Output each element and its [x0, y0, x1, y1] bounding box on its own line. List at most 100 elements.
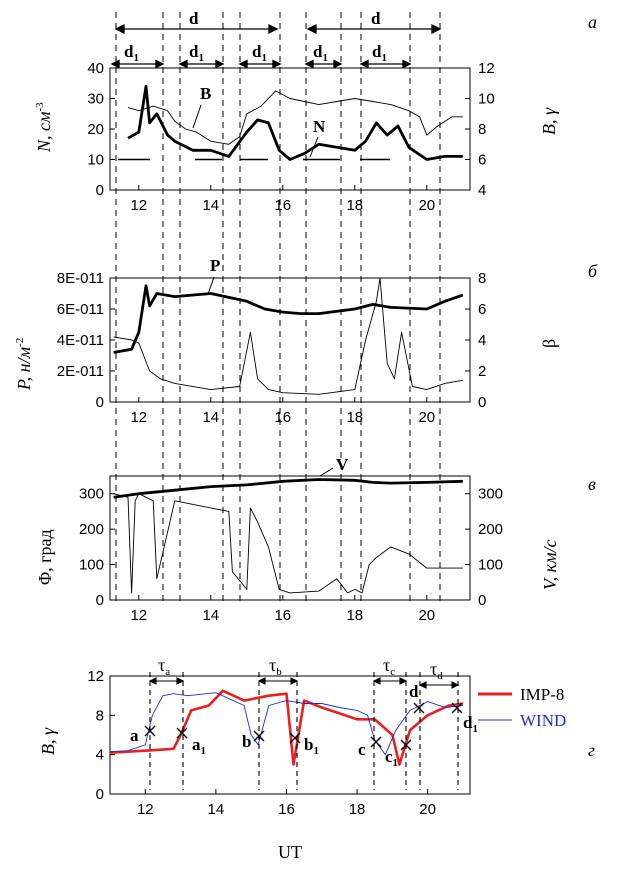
axis-label-P: P, н/м-2	[14, 338, 34, 391]
axis-label-beta: β	[539, 339, 559, 348]
marker-P-pointer	[207, 276, 215, 295]
x-tick-label: 12	[130, 607, 147, 624]
panel-б: 12 14 16 18 20 0 2E-011 4E-011 6E-011 8E-011 0 2 4 6 8	[57, 270, 487, 426]
label-d1-1: d1	[124, 42, 139, 64]
y-tick-label-right: 10	[478, 91, 495, 108]
y-tick-label-left: 6E-011	[57, 301, 104, 318]
axis-label-V: V, км/с	[540, 539, 560, 590]
y-tick-label-right: 0	[478, 394, 486, 411]
d1-labels: d1 d1 d1 d1 d1	[124, 42, 387, 64]
y-tick-label-left: 300	[79, 486, 104, 503]
tau-b-label: τb	[269, 655, 282, 678]
y-tick-label-left: 40	[87, 60, 104, 77]
marker-V-pointer	[319, 467, 334, 477]
point-c1: c1	[385, 747, 398, 769]
y-tick-label-left: 10	[87, 152, 104, 169]
point-d: d	[409, 682, 419, 701]
y-tick-label-left: 30	[87, 91, 104, 108]
y-tick-label-right: 4	[478, 182, 486, 199]
x-tick-label: 16	[274, 197, 291, 214]
axis-label-Bg: B, γ	[38, 727, 58, 755]
label-d-right: d	[371, 9, 381, 28]
tau-d-label: τd	[430, 659, 443, 682]
y-tick-label-left: 200	[79, 521, 104, 538]
plot-frame	[109, 277, 471, 403]
y-tick-label-left: 0	[96, 182, 104, 199]
panel-letter-v: в	[588, 474, 596, 494]
y-tick-label-right: 0	[478, 592, 486, 609]
axis-label-phi: Φ, град	[35, 529, 55, 585]
x-tick-label: 20	[418, 409, 435, 426]
y-tick-label-left: 20	[87, 121, 104, 138]
y-tick-label-right: 12	[478, 60, 495, 77]
x-tick-label: 14	[202, 197, 219, 214]
x-tick-label: 20	[418, 197, 435, 214]
y-tick-label-left: 4E-011	[57, 332, 104, 349]
y-tick-label-right: 300	[478, 486, 503, 503]
legend-label-imp8: IMP-8	[520, 685, 564, 704]
x-tick-label: 18	[346, 607, 363, 624]
marker-N: N	[313, 117, 326, 136]
tau-c-label: τc	[383, 655, 395, 678]
x-tick-label: 16	[278, 801, 295, 818]
y-tick-label-left: 8E-011	[57, 270, 104, 287]
x-tick-label: 20	[418, 607, 435, 624]
x-tick-label: 12	[137, 801, 154, 818]
x-tick-label: 16	[274, 607, 291, 624]
x-tick-label: 18	[346, 409, 363, 426]
point-c: c	[358, 740, 366, 759]
axis-label-B: B, γ	[539, 107, 559, 135]
tau-brackets	[148, 672, 460, 790]
legend-label-wind: WIND	[520, 711, 566, 730]
x-tick-label: 14	[202, 607, 219, 624]
series-line-b	[127, 90, 463, 145]
y-tick-label-left: 0	[96, 592, 104, 609]
panel-letter-a: а	[588, 12, 597, 32]
y-tick-label-right: 4	[478, 332, 486, 349]
panel-a: 12 14 16 18 20 0 10 20 30 40 4 6 8 10 12	[87, 60, 494, 214]
axis-label-UT: UT	[278, 842, 302, 862]
label-d1-4: d1	[313, 42, 328, 64]
marker-V: V	[336, 455, 349, 474]
x-tick-label: 18	[346, 197, 363, 214]
series-line-imp-8	[109, 689, 464, 766]
y-tick-label-left: 4	[96, 747, 104, 764]
y-tick-label-right: 8	[478, 121, 486, 138]
y-tick-label-left: 8	[96, 707, 104, 724]
plot-frame	[109, 475, 471, 601]
y-tick-label-left: 2E-011	[57, 363, 104, 380]
y-tick-label-right: 6	[478, 152, 486, 169]
y-tick-label-right: 200	[478, 521, 503, 538]
y-tick-label-right: 2	[478, 363, 486, 380]
x-tick-label: 14	[202, 409, 219, 426]
panel-г: 12 14 16 18 20 0 4 8 12	[87, 668, 471, 818]
panel-letter-b: б	[588, 261, 598, 281]
y-tick-label-right: 100	[478, 557, 503, 574]
y-tick-label-left: 12	[87, 668, 104, 685]
panel-letter-g: г	[588, 740, 595, 760]
label-d1-3: d1	[252, 42, 267, 64]
marker-B: B	[200, 84, 211, 103]
marker-B-pointer	[192, 104, 202, 129]
x-tick-label: 12	[130, 409, 147, 426]
x-tick-label: 14	[208, 801, 225, 818]
series-line-v	[113, 478, 463, 499]
label-d1-5: d1	[372, 42, 387, 64]
y-tick-label-right: 8	[478, 270, 486, 287]
series-line-wind	[109, 692, 463, 756]
series-line--	[113, 277, 463, 395]
x-tick-label: 16	[274, 409, 291, 426]
x-tick-label: 20	[419, 801, 436, 818]
series-line--	[113, 493, 463, 594]
plot-frame	[109, 675, 471, 795]
x-tick-label: 12	[130, 197, 147, 214]
x-tick-label: 18	[349, 801, 366, 818]
point-a1: a1	[192, 735, 206, 757]
y-tick-label-left: 0	[96, 786, 104, 803]
series-line-p	[113, 284, 464, 354]
label-d1-2: d1	[189, 42, 204, 64]
y-tick-label-left: 100	[79, 557, 104, 574]
